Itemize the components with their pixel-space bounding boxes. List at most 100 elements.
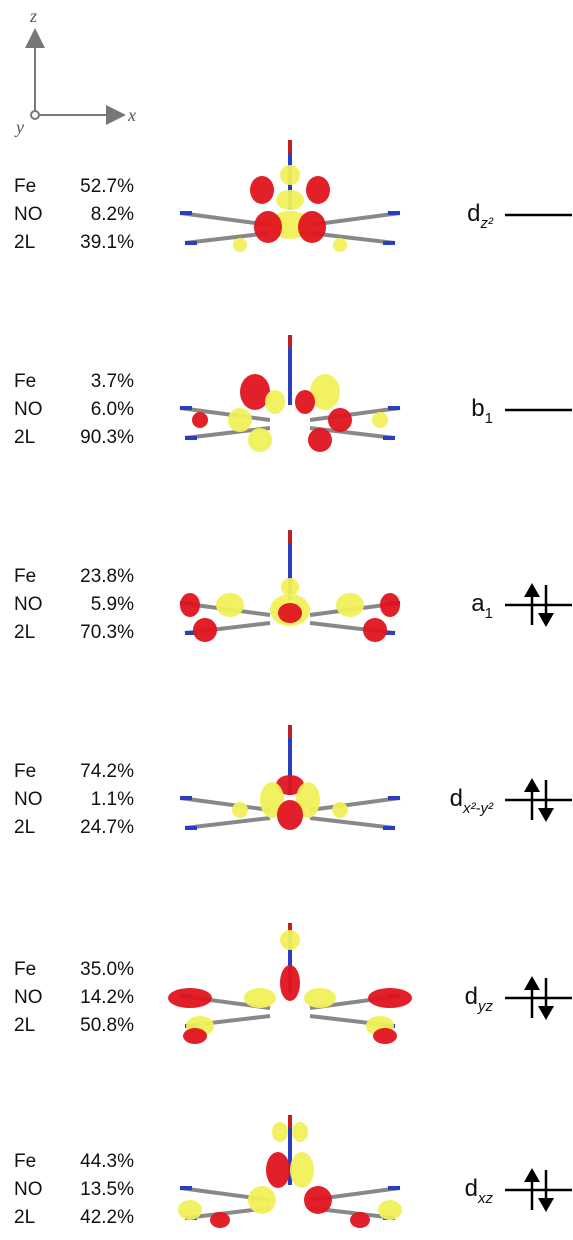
- orbital-label: dz²: [467, 200, 494, 232]
- spin-down-head: [538, 808, 554, 822]
- percent: 42.2%: [80, 1207, 134, 1228]
- species: Fe: [14, 176, 36, 197]
- axes-icon: z x y: [14, 6, 136, 137]
- label-sub: 1: [485, 605, 493, 622]
- orbital-row: Fe 52.7% NO 8.2% 2L 39.1% dz²: [14, 140, 572, 253]
- percent: 52.7%: [80, 176, 134, 197]
- orbital-lobe: [250, 176, 274, 204]
- orbital-row: Fe74.2%NO1.1%2L24.7%dx²-y²: [14, 725, 572, 838]
- percent: 90.3%: [80, 427, 134, 448]
- orbital-lobe: [180, 593, 200, 617]
- percent: 13.5%: [80, 1179, 134, 1200]
- label-sub: xz: [477, 1190, 494, 1207]
- axis-label: x: [127, 105, 136, 125]
- percent: 35.0%: [80, 959, 134, 980]
- orbital-lobe: [328, 408, 352, 432]
- orbital-lobe: [233, 238, 247, 252]
- orbital-lobe: [380, 593, 400, 617]
- orbital-lobe: [378, 1200, 402, 1220]
- orbital-lobe: [295, 390, 315, 414]
- orbital-lobe: [292, 1122, 308, 1142]
- orbital-lobe: [210, 1212, 230, 1228]
- orbital-lobe: [265, 390, 285, 414]
- percent: 3.7%: [91, 371, 134, 392]
- orbital-row: Fe23.8%NO5.9%2L70.3%a1: [14, 530, 572, 643]
- orbital-lobe: [306, 176, 330, 204]
- orbital-lobe: [168, 988, 212, 1008]
- orbital-lobe: [280, 165, 300, 185]
- species: 2L: [14, 817, 35, 838]
- orbital-label: dyz: [465, 983, 494, 1015]
- orbital-lobe: [254, 211, 282, 243]
- orbital-lobe: [277, 800, 303, 830]
- orbital-lobe: [183, 1028, 207, 1044]
- percent: 70.3%: [80, 622, 134, 643]
- species: NO: [14, 204, 43, 225]
- orbital-lobe: [290, 1152, 314, 1188]
- orbital-lobe: [281, 578, 299, 596]
- spin-down-head: [538, 1006, 554, 1020]
- orbital-lobe: [178, 1200, 202, 1220]
- orbital-lobe: [363, 618, 387, 642]
- species: NO: [14, 399, 43, 420]
- percent: 6.0%: [91, 399, 134, 420]
- label-sub: z²: [480, 215, 495, 232]
- orbital-lobe: [248, 428, 272, 452]
- orbital-lobe: [192, 412, 208, 428]
- percent: 8.2%: [91, 204, 134, 225]
- spin-down-head: [538, 1198, 554, 1212]
- orbital-lobe: [350, 1212, 370, 1228]
- species: 2L: [14, 427, 35, 448]
- spin-up-head: [524, 976, 540, 990]
- orbital-label: dx²-y²: [450, 785, 494, 817]
- orbital-lobe: [304, 988, 336, 1008]
- species: Fe: [14, 761, 36, 782]
- species: 2L: [14, 622, 35, 643]
- species: Fe: [14, 959, 36, 980]
- percent: 74.2%: [80, 761, 134, 782]
- orbital-lobe: [278, 603, 302, 623]
- orbital-lobe: [216, 593, 244, 617]
- species: NO: [14, 987, 43, 1008]
- percent: 24.7%: [80, 817, 134, 838]
- label-main: d: [467, 200, 480, 227]
- label-main: d: [450, 785, 463, 812]
- orbital-lobe: [280, 965, 300, 1001]
- ligand-bond: [185, 818, 270, 828]
- percent: 39.1%: [80, 232, 134, 253]
- orbital-lobe: [276, 190, 304, 210]
- ligand-bond: [310, 798, 400, 810]
- percent: 50.8%: [80, 1015, 134, 1036]
- spin-down-head: [538, 613, 554, 627]
- label-main: b: [471, 395, 484, 422]
- orbital-lobe: [373, 1028, 397, 1044]
- percent: 44.3%: [80, 1151, 134, 1172]
- label-main: a: [471, 590, 485, 617]
- orbital-lobe: [298, 211, 326, 243]
- label-main: d: [465, 983, 478, 1010]
- spin-up-head: [524, 1168, 540, 1182]
- species: 2L: [14, 232, 35, 253]
- percent: 1.1%: [91, 789, 134, 810]
- species: NO: [14, 1179, 43, 1200]
- orbital-lobe: [244, 988, 276, 1008]
- orbital-lobe: [193, 618, 217, 642]
- orbital-lobe: [372, 412, 388, 428]
- orbital-lobe: [248, 1186, 276, 1214]
- species: 2L: [14, 1207, 35, 1228]
- orbital-label: b1: [471, 395, 493, 427]
- orbital-lobe: [272, 1122, 288, 1142]
- orbital-lobe: [232, 802, 248, 818]
- label-main: d: [465, 1175, 478, 1202]
- ligand-bond: [310, 818, 395, 828]
- species: Fe: [14, 371, 36, 392]
- label-sub: 1: [485, 410, 493, 427]
- axis-label: z: [29, 6, 37, 26]
- label-sub: yz: [477, 998, 494, 1015]
- orbital-lobe: [332, 802, 348, 818]
- species: Fe: [14, 566, 36, 587]
- species: Fe: [14, 1151, 36, 1172]
- orbital-lobe: [336, 593, 364, 617]
- spin-up-head: [524, 778, 540, 792]
